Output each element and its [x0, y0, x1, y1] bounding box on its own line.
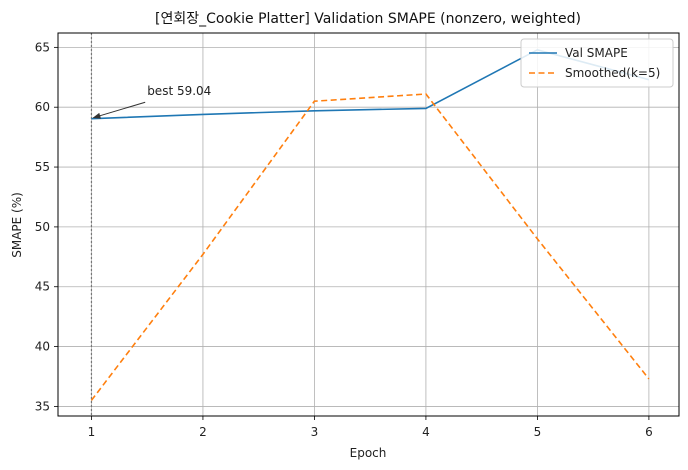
x-tick-label: 1	[88, 425, 96, 439]
series-line-smoothed	[90, 93, 650, 401]
x-tick-label: 4	[422, 425, 430, 439]
x-tick-label: 5	[534, 425, 542, 439]
y-tick-label: 60	[35, 100, 50, 114]
annotation: best 59.04	[92, 84, 211, 119]
y-tick-label: 35	[35, 399, 50, 413]
x-axis-label: Epoch	[350, 446, 387, 460]
annotation-arrow	[92, 101, 146, 119]
legend: Val SMAPE Smoothed(k=5)	[520, 38, 674, 88]
series-lines	[90, 48, 650, 401]
y-tick-label: 65	[35, 40, 50, 54]
legend-box	[520, 38, 674, 88]
y-tick-label: 40	[35, 340, 50, 354]
y-axis-ticks: 35 40 45 50 55 60 65	[35, 40, 58, 413]
legend-label: Smoothed(k=5)	[565, 66, 660, 80]
x-tick-label: 2	[199, 425, 207, 439]
y-tick-label: 50	[35, 220, 50, 234]
y-tick-label: 45	[35, 280, 50, 294]
legend-label: Val SMAPE	[565, 46, 628, 60]
plot-frame	[57, 32, 680, 417]
chart-title: [연회장_Cookie Platter] Validation SMAPE (n…	[155, 11, 581, 27]
annotation-label: best 59.04	[147, 84, 211, 98]
y-axis-label: SMAPE (%)	[10, 192, 24, 258]
x-tick-label: 3	[311, 425, 319, 439]
y-tick-label: 55	[35, 160, 50, 174]
x-tick-label: 6	[645, 425, 653, 439]
x-axis-ticks: 1 2 3 4 5 6	[88, 416, 653, 439]
